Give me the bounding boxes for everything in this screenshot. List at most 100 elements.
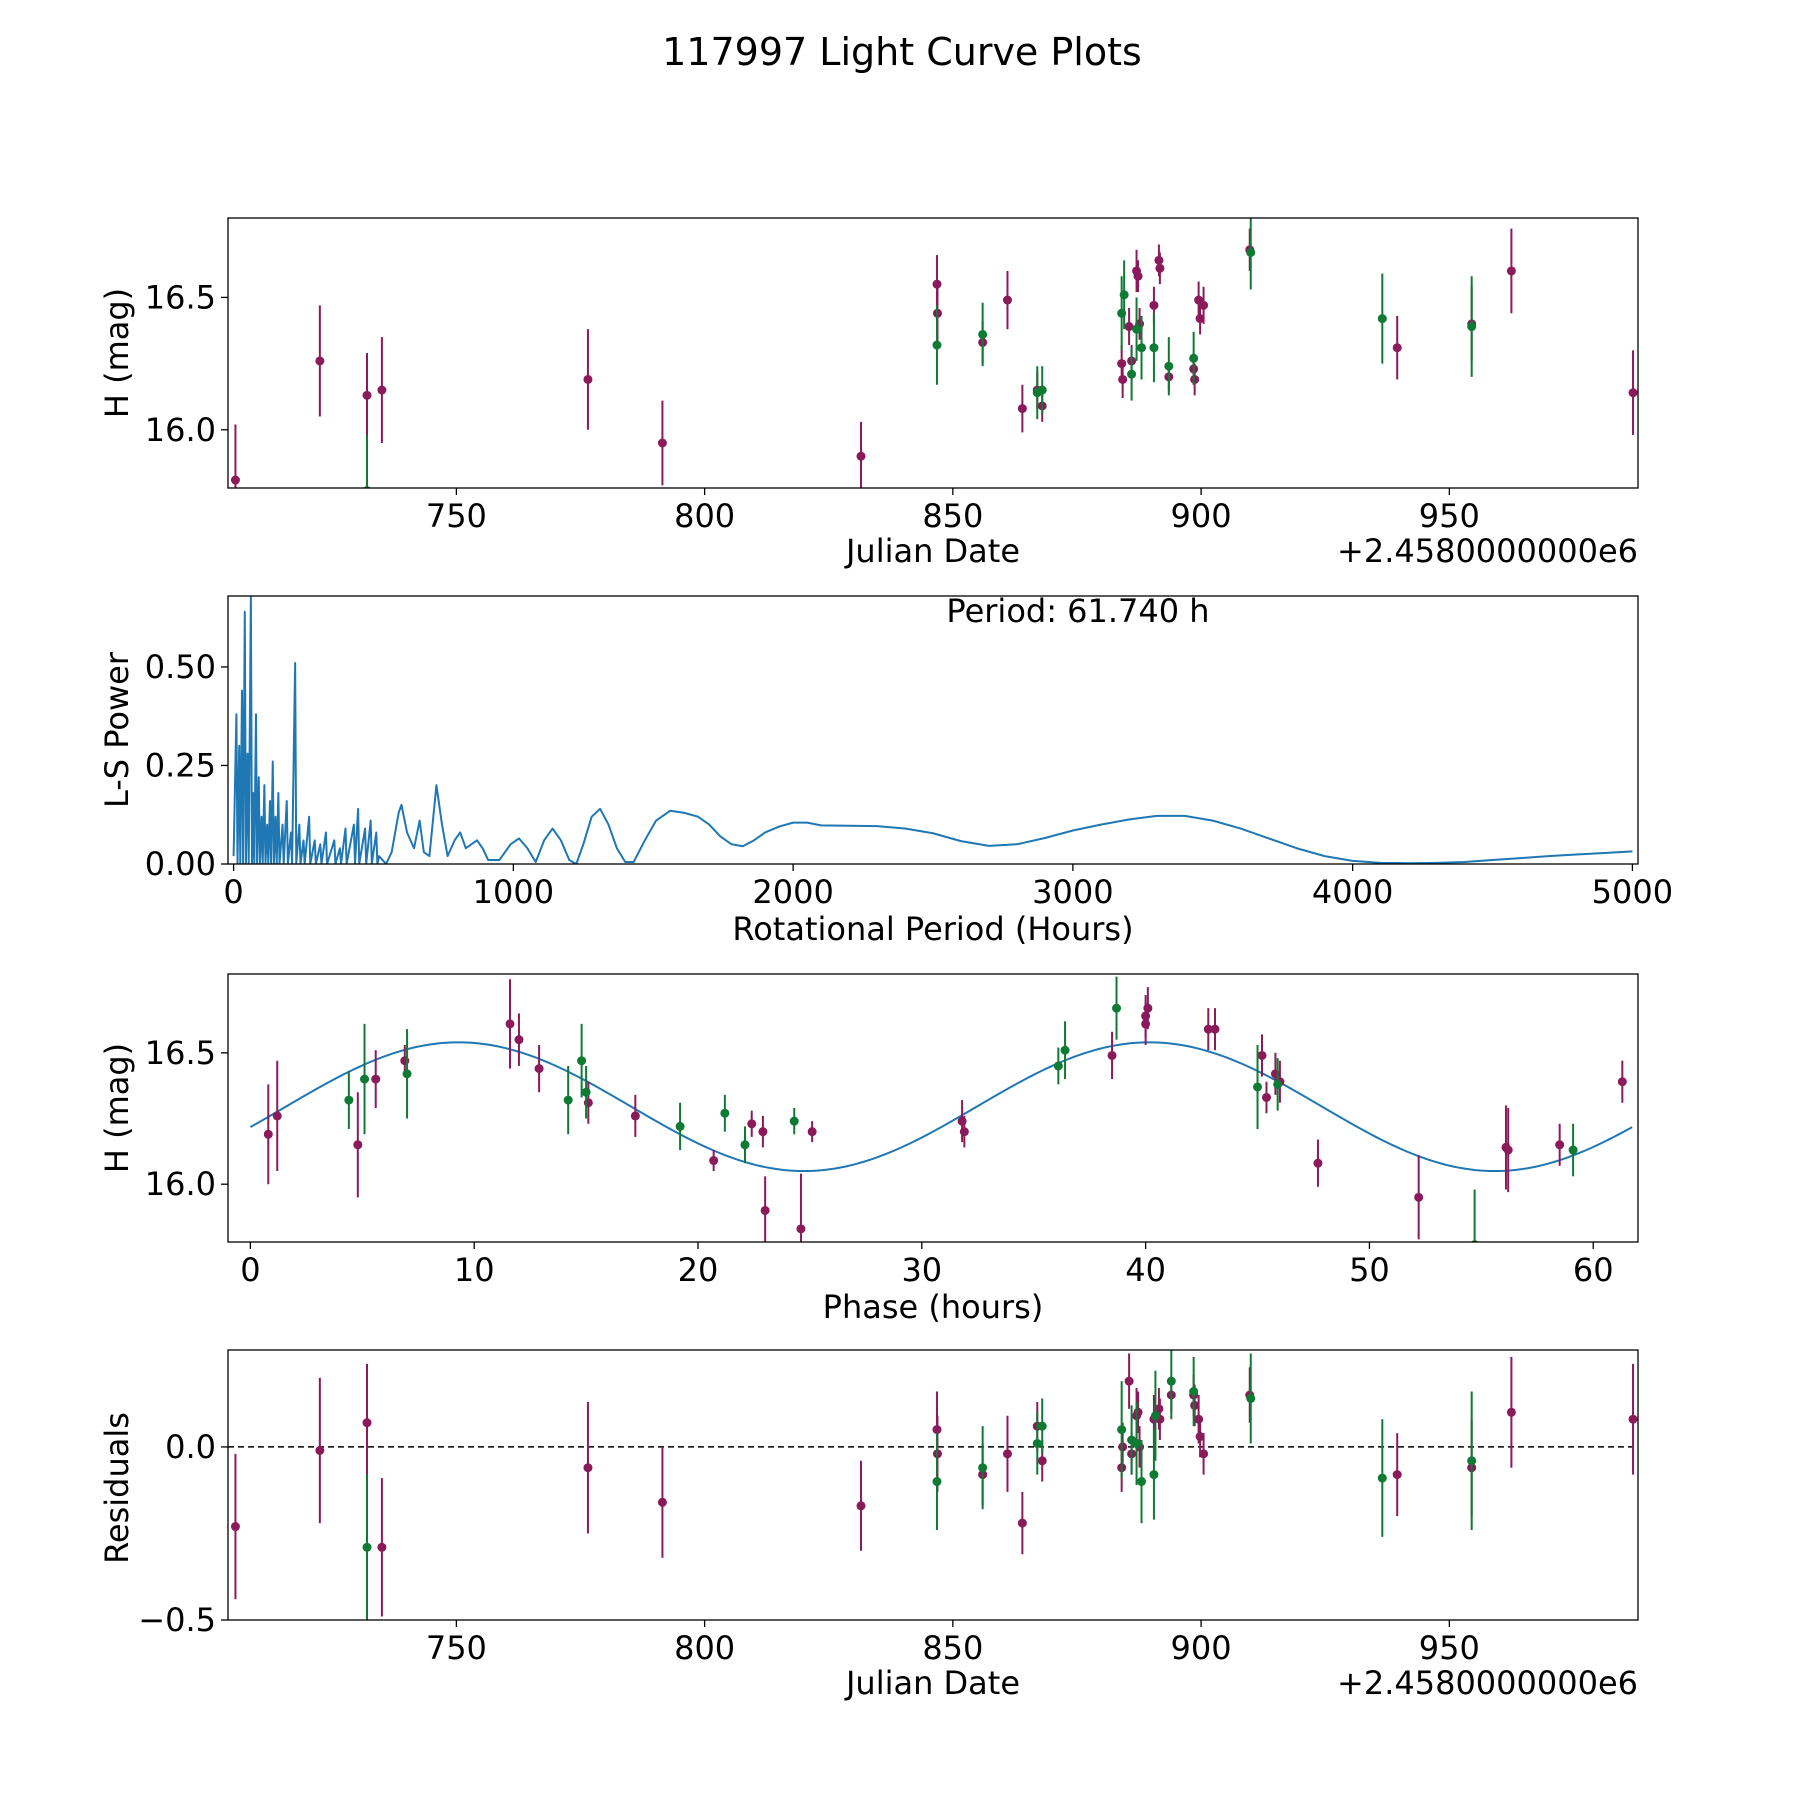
- residuals-xtick-label: 800: [674, 1629, 735, 1667]
- phased-ytick-label: 16.5: [145, 1034, 216, 1072]
- phased-xtick-label: 30: [901, 1251, 942, 1289]
- lightcurve-xtick-label: 800: [674, 497, 735, 535]
- lightcurve-filter_a-point: [377, 385, 387, 395]
- lightcurve-ylabel: H (mag): [98, 288, 136, 418]
- phased-filter_a-point: [1555, 1140, 1565, 1150]
- lightcurve-filter_a-point: [1149, 300, 1159, 310]
- lightcurve-filter_a-point: [1124, 322, 1134, 332]
- panel-phased: 0 10 20 30 40 50 60 16.0 16.5 Phase (hours) H (m…: [98, 973, 1639, 1326]
- periodogram-xtick-label: 4000: [1312, 873, 1393, 911]
- residuals-ytick-label: −0.5: [138, 1601, 216, 1639]
- phased-filter_a-point: [371, 1074, 381, 1084]
- phased-filter_a-point: [1107, 1050, 1117, 1060]
- phased-filter_a-point: [959, 1127, 969, 1137]
- residuals-filter_a-point: [1037, 1456, 1047, 1466]
- lightcurve-filter_a-point: [657, 438, 667, 448]
- phased-filter_a-point: [263, 1129, 273, 1139]
- lightcurve-filter_b-point: [1377, 314, 1387, 324]
- residuals-filter_b-point: [1189, 1387, 1199, 1397]
- phased-filter_b-point: [1253, 1082, 1263, 1092]
- residuals-filter_b-point: [1132, 1438, 1142, 1448]
- lightcurve-filter_a-point: [1506, 266, 1516, 276]
- lightcurve-xtick-label: 950: [1419, 497, 1480, 535]
- lightcurve-filter_b-point: [1189, 353, 1199, 363]
- residuals-filter_b-point: [1246, 1393, 1256, 1403]
- residuals-filter_a-point: [377, 1542, 387, 1552]
- residuals-plot-area: 750 800 850 900 950 −0.5 0.0: [138, 1350, 1638, 1667]
- lightcurve-filter_b-point: [1037, 385, 1047, 395]
- phased-filter_a-point: [534, 1064, 544, 1074]
- residuals-xlabel: Julian Date: [844, 1664, 1020, 1702]
- residuals-filter_b-point: [1166, 1376, 1176, 1386]
- residuals-filter_a-point: [1002, 1449, 1012, 1459]
- lightcurve-marks: [230, 218, 1638, 488]
- lightcurve-filter_a-point: [1628, 388, 1638, 398]
- phased-filter_b-point: [1060, 1045, 1070, 1055]
- panel-periodogram: 0 1000 2000 3000 4000 5000 0.00 0.25 0.50 Period…: [98, 592, 1673, 948]
- lightcurve-ytick-label: 16.5: [145, 278, 216, 316]
- lightcurve-offset-label: +2.4580000000e6: [1337, 532, 1638, 570]
- phased-filter_b-point: [360, 1074, 370, 1084]
- phased-xtick-label: 20: [678, 1251, 719, 1289]
- phased-filter_a-point: [1414, 1192, 1424, 1202]
- residuals-ylabel: Residuals: [98, 1412, 136, 1564]
- phased-filter_b-point: [675, 1121, 685, 1131]
- lightcurve-filter_b-point: [1164, 361, 1174, 371]
- phased-marks: [249, 976, 1633, 1242]
- residuals-filter_b-point: [1150, 1411, 1160, 1421]
- residuals-filter_b-point: [1037, 1421, 1047, 1431]
- phased-filter_a-point: [1261, 1092, 1271, 1102]
- residuals-xtick-label: 950: [1419, 1629, 1480, 1667]
- periodogram-marks: [232, 596, 1633, 864]
- panel-residuals: 750 800 850 900 950 −0.5 0.0 Julian Date +2.45…: [98, 1349, 1639, 1702]
- residuals-frame: [227, 1349, 1639, 1621]
- residuals-xtick-label: 850: [922, 1629, 983, 1667]
- periodogram-ytick-label: 0.50: [145, 648, 216, 686]
- phased-filter_b-point: [402, 1069, 412, 1079]
- phased-filter_a-point: [760, 1205, 770, 1215]
- residuals-filter_a-point: [1017, 1518, 1027, 1528]
- phased-filter_a-point: [1617, 1077, 1627, 1087]
- lightcurve-filter_a-point: [1199, 300, 1209, 310]
- phased-filter_a-point: [796, 1224, 806, 1234]
- periodogram-power-line: [232, 596, 1633, 864]
- phased-plot-area: 0 10 20 30 40 50 60 16.0 16.5: [145, 976, 1633, 1289]
- phased-xlabel: Phase (hours): [823, 1288, 1044, 1326]
- residuals-filter_a-point: [583, 1463, 593, 1473]
- residuals-filter_a-point: [1194, 1414, 1204, 1424]
- phased-filter_a-point: [272, 1111, 282, 1121]
- phased-filter_a-point: [1503, 1145, 1513, 1155]
- lightcurve-filter_b-point: [932, 340, 942, 350]
- phased-filter_a-point: [807, 1127, 817, 1137]
- residuals-filter_b-point: [1137, 1477, 1147, 1487]
- phased-filter_b-point: [577, 1056, 587, 1066]
- residuals-ytick-label: 0.0: [165, 1428, 216, 1466]
- lightcurve-filter_a-point: [230, 475, 240, 485]
- figure-title: 117997 Light Curve Plots: [662, 30, 1142, 74]
- phased-xtick-label: 50: [1349, 1251, 1390, 1289]
- periodogram-xtick-label: 2000: [752, 873, 833, 911]
- phased-filter_a-point: [514, 1035, 524, 1045]
- phased-filter_a-point: [353, 1140, 363, 1150]
- lightcurve-filter_b-point: [1246, 247, 1256, 257]
- lightcurve-plot-area: 750 800 850 900 950 16.0 16.5: [145, 218, 1638, 535]
- phased-filter_a-point: [505, 1019, 515, 1029]
- lightcurve-filter_b-point: [1467, 322, 1477, 332]
- periodogram-xtick-label: 5000: [1592, 873, 1673, 911]
- lightcurve-filter_a-point: [1392, 343, 1402, 353]
- phased-filter_a-point: [709, 1156, 719, 1166]
- lightcurve-filter_a-point: [1002, 295, 1012, 305]
- phased-filter_b-point: [1273, 1079, 1283, 1089]
- phased-xtick-label: 10: [454, 1251, 495, 1289]
- phased-xtick-label: 40: [1125, 1251, 1166, 1289]
- periodogram-plot-area: 0 1000 2000 3000 4000 5000 0.00 0.25 0.50: [145, 596, 1673, 911]
- residuals-xtick-label: 900: [1171, 1629, 1232, 1667]
- lightcurve-filter_a-point: [1017, 404, 1027, 414]
- phased-ytick-label: 16.0: [145, 1165, 216, 1203]
- lightcurve-filter_b-point: [1127, 369, 1137, 379]
- phased-filter_b-point: [563, 1095, 573, 1105]
- residuals-filter_a-point: [315, 1445, 325, 1455]
- phased-filter_b-point: [344, 1095, 354, 1105]
- phased-filter_b-point: [789, 1116, 799, 1126]
